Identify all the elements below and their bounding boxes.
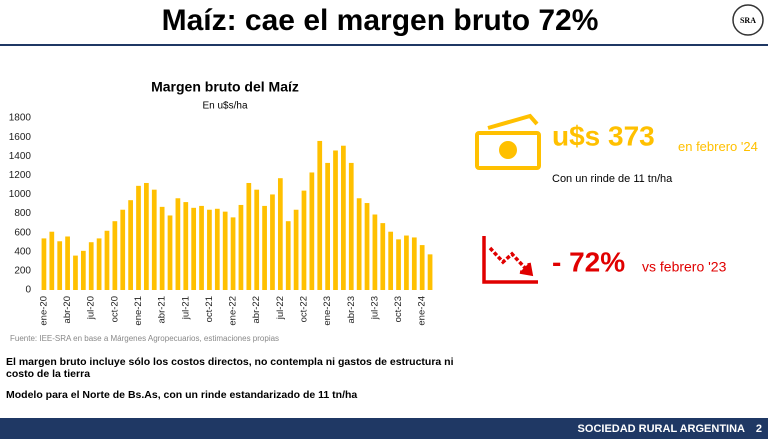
bar: [341, 145, 346, 290]
bar: [191, 207, 197, 290]
bar: [175, 198, 181, 290]
bar: [270, 194, 275, 290]
x-tick-label: ene-23: [322, 296, 333, 326]
x-tick-label: jul-21: [180, 296, 191, 320]
slide-title: Maíz: cae el margen bruto 72%: [162, 4, 599, 37]
x-tick-label: oct-20: [109, 296, 120, 322]
x-tick-label: oct-22: [298, 296, 309, 322]
bar: [128, 200, 133, 290]
bar: [372, 214, 378, 290]
logo-text: SRA: [740, 16, 756, 25]
highlight-note: vs febrero '23: [642, 259, 727, 275]
bar: [317, 140, 323, 290]
y-tick-label: 0: [25, 285, 31, 296]
bar: [388, 231, 394, 290]
x-tick-label: ene-21: [133, 296, 144, 326]
x-tick-label: abr-21: [157, 296, 168, 323]
bar: [73, 255, 78, 290]
chart-title: Margen bruto del Maíz: [151, 79, 299, 95]
bar: [380, 223, 386, 290]
money-icon: [475, 113, 541, 170]
bar: [348, 162, 354, 290]
bar: [364, 203, 370, 290]
bar: [207, 209, 212, 290]
bar: [183, 202, 189, 290]
highlight-detail: Con un rinde de 11 tn/ha: [552, 173, 673, 185]
bar: [41, 238, 47, 290]
bar: [151, 189, 157, 290]
x-tick-label: jul-22: [275, 296, 286, 320]
footer-org: SOCIEDAD RURAL ARGENTINA: [578, 423, 746, 435]
x-tick-label: abr-22: [251, 296, 262, 323]
bar: [411, 237, 417, 290]
bar: [65, 236, 70, 290]
bar: [254, 189, 260, 290]
bar: [80, 250, 86, 290]
bar: [246, 182, 252, 290]
bar: [277, 178, 283, 290]
bar: [88, 242, 94, 290]
y-tick-label: 1600: [9, 132, 32, 143]
x-tick-label: abr-23: [346, 296, 357, 323]
page-number: 2: [756, 423, 762, 435]
bar: [159, 206, 165, 290]
footer-bar: [0, 418, 768, 439]
x-tick-label: jul-20: [86, 296, 97, 320]
y-tick-label: 1000: [9, 189, 32, 200]
y-tick-label: 1800: [9, 113, 32, 124]
bar: [96, 238, 102, 290]
bar: [57, 241, 63, 290]
bar: [222, 211, 228, 290]
bar: [49, 231, 55, 290]
bar: [427, 254, 433, 290]
x-tick-label: oct-21: [204, 296, 215, 322]
bar: [112, 221, 118, 290]
bar: [333, 150, 338, 290]
bar: [293, 209, 299, 290]
y-tick-label: 600: [14, 227, 31, 238]
bar: [419, 245, 425, 290]
bar: [104, 230, 110, 290]
bar: [404, 235, 409, 290]
bar: [214, 208, 220, 290]
bar: [285, 221, 291, 290]
x-tick-label: abr-20: [62, 296, 73, 323]
bar: [230, 217, 236, 290]
x-tick-label: ene-20: [38, 296, 49, 326]
highlight-note: en febrero '24: [678, 139, 758, 154]
highlight-value: - 72%: [552, 246, 625, 277]
bar: [325, 162, 330, 290]
y-tick-label: 1200: [9, 170, 32, 181]
bar: [144, 182, 149, 290]
x-tick-label: oct-23: [393, 296, 404, 322]
x-tick-label: ene-24: [417, 296, 428, 326]
bar: [262, 205, 267, 290]
decline-icon: [482, 236, 538, 284]
y-tick-label: 1400: [9, 151, 32, 162]
bar: [309, 172, 315, 290]
highlight-value: u$s 373: [552, 120, 655, 151]
y-tick-label: 200: [14, 266, 31, 277]
x-tick-label: ene-22: [228, 296, 239, 326]
bar: [356, 198, 362, 290]
logo: [732, 4, 764, 36]
y-tick-label: 400: [14, 246, 31, 257]
note: Modelo para el Norte de Bs.As, con un ri…: [6, 389, 358, 401]
chart-subtitle: En u$s/ha: [202, 101, 247, 112]
bar: [136, 185, 141, 290]
bar: [301, 190, 307, 290]
bar: [396, 239, 401, 290]
bar: [167, 215, 173, 290]
x-tick-label: jul-23: [369, 296, 380, 320]
source: Fuente: IEE-SRA en base a Márgenes Agrop…: [10, 334, 279, 343]
bar: [199, 205, 204, 290]
bar: [120, 209, 126, 290]
y-tick-label: 800: [14, 208, 31, 219]
note: El margen bruto incluye sólo los costos …: [6, 356, 454, 380]
bar: [238, 204, 244, 290]
